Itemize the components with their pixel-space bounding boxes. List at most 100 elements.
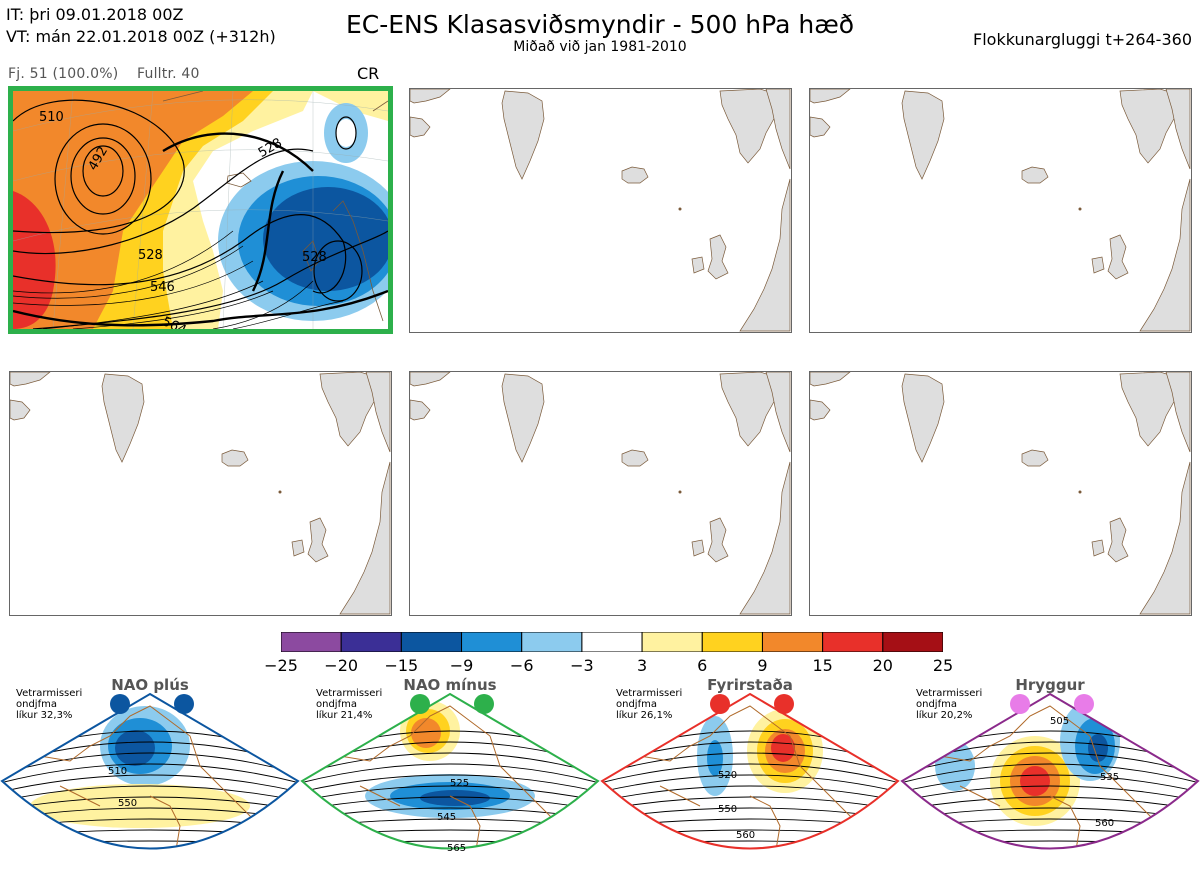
anomaly-shading	[707, 740, 723, 776]
regime-title: NAO plús	[111, 676, 189, 694]
height-contour	[902, 774, 1198, 793]
cluster-map-panel-empty[interactable]	[409, 88, 792, 333]
cluster-map-panel-empty[interactable]	[809, 88, 1192, 333]
height-contour	[302, 752, 598, 775]
cluster-map: 510 492 528 528 528 546 564	[13, 91, 388, 329]
valid-time: VT: mán 22.01.2018 00Z (+312h)	[6, 27, 276, 46]
regime-panel: 525 545 565 NAO mínus Vetrarmisseri ondjfma lí…	[300, 676, 600, 871]
regime-probability-note: Vetrarmisseri ondjfma líkur 26,1%	[616, 688, 682, 721]
page-subtitle: Miðað við jan 1981-2010	[513, 39, 687, 55]
cluster-map-panel-empty[interactable]	[9, 371, 392, 616]
initial-time: IT: þri 09.01.2018 00Z	[6, 5, 184, 24]
colorbar-tick-label: 20	[872, 656, 893, 675]
base-map	[810, 372, 1191, 615]
colorbar-tick-label: −6	[509, 656, 534, 675]
regime-probability-note: Vetrarmisseri ondjfma líkur 20,2%	[916, 688, 982, 721]
colorbar-swatch	[822, 632, 884, 652]
anomaly-shading	[411, 718, 441, 748]
colorbar-swatch	[581, 632, 643, 652]
height-contour	[302, 763, 598, 784]
height-contour	[302, 829, 598, 838]
height-contour	[2, 785, 298, 802]
height-contour	[302, 796, 598, 811]
height-contour	[602, 763, 898, 784]
contour-label: 520	[718, 770, 737, 781]
regime-map: 505 535 560	[900, 692, 1200, 850]
height-contour	[602, 796, 898, 811]
regime-note-line: líkur 20,2%	[916, 710, 973, 721]
regime-note-line: ondjfma	[916, 699, 957, 710]
colorbar-swatch	[701, 632, 763, 652]
contour-label: 560	[1095, 818, 1114, 829]
cluster-map-panel-empty[interactable]	[409, 371, 792, 616]
regime-marker-dot	[710, 694, 730, 714]
cluster-map-panel[interactable]: 510 492 528 528 528 546 564	[8, 86, 393, 334]
height-contour	[2, 752, 298, 775]
coastline	[19, 705, 261, 849]
cluster-map-panel-empty[interactable]	[809, 371, 1192, 616]
regime-probability-note: Vetrarmisseri ondjfma líkur 21,4%	[316, 688, 382, 721]
regime-title: Hryggur	[1015, 676, 1085, 694]
regime-code: CR	[357, 64, 380, 83]
regime-note-line: Vetrarmisseri	[16, 688, 83, 699]
regime-marker-dot	[474, 694, 494, 714]
base-map	[410, 89, 791, 332]
colorbar-swatch	[521, 632, 583, 652]
base-map	[810, 89, 1191, 332]
colorbar-swatch	[761, 632, 824, 652]
contour-label: 528	[302, 250, 327, 265]
colorbar-tick-label: 6	[697, 656, 708, 675]
colorbar-tick-label: −20	[324, 656, 359, 675]
height-contour	[302, 774, 598, 793]
base-map	[10, 372, 391, 615]
height-contour	[2, 774, 298, 793]
colorbar-swatch	[882, 632, 943, 652]
regime-map: 510 550	[0, 692, 300, 850]
anomaly-shading	[30, 784, 250, 828]
colorbar-tick-label: 3	[636, 656, 648, 675]
colorbar-tick-label: 9	[757, 656, 768, 675]
contour-label: 550	[118, 798, 137, 809]
regime-note-line: Vetrarmisseri	[316, 688, 383, 699]
colorbar-tick-label: 25	[932, 656, 954, 675]
height-contour	[302, 785, 598, 802]
contour-label: 545	[437, 812, 456, 823]
coastline	[919, 705, 1161, 849]
contour-label: 505	[1050, 716, 1069, 727]
contour-label: 510	[108, 766, 127, 777]
regime-title: Fyrirstaða	[707, 676, 793, 694]
regime-marker-dot	[410, 694, 430, 714]
height-contour	[2, 840, 298, 847]
height-contour	[2, 763, 298, 784]
contour-label: 560	[736, 830, 755, 841]
regime-note-line: líkur 26,1%	[616, 710, 673, 721]
height-contour	[602, 818, 898, 829]
colorbar	[281, 632, 943, 652]
height-contour	[902, 785, 1198, 802]
colorbar-tick-label: −9	[449, 656, 474, 675]
control-label: Fulltr. 40	[137, 66, 200, 82]
regime-note-line: ondjfma	[316, 699, 357, 710]
height-contour	[902, 829, 1198, 838]
regime-outline	[900, 692, 1200, 850]
coastline	[619, 705, 861, 849]
height-contour	[602, 840, 898, 847]
regime-note-line: ondjfma	[16, 699, 57, 710]
cluster-info: Fj. 51 (100.0%) Fulltr. 40	[8, 66, 200, 82]
contour-label: 546	[150, 280, 175, 295]
regime-note-line: ondjfma	[616, 699, 657, 710]
regime-probability-note: Vetrarmisseri ondjfma líkur 32,3%	[16, 688, 82, 721]
height-contour	[902, 752, 1198, 775]
anomaly-shading	[771, 734, 795, 762]
header-info: IT: þri 09.01.2018 00Z VT: mán 22.01.201…	[6, 4, 276, 48]
colorbar-swatch	[641, 632, 703, 652]
regime-outline	[600, 692, 900, 850]
regime-panel: 520 550 560 Fyrirstaða Vetrarmisseri ondjfma l…	[600, 676, 900, 871]
regime-map: 520 550 560	[600, 692, 900, 850]
contour-label: 528	[138, 248, 163, 263]
height-contour	[602, 774, 898, 793]
regime-title: NAO mínus	[403, 676, 497, 694]
colorbar-swatch	[340, 632, 402, 652]
colorbar-tick-label: 15	[812, 656, 833, 675]
regime-marker-dot	[110, 694, 130, 714]
